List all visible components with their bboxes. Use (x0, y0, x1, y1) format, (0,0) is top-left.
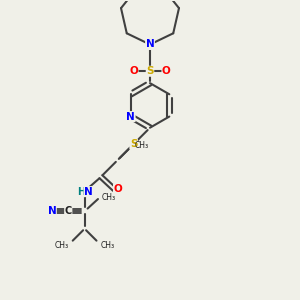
Text: CH₃: CH₃ (54, 241, 68, 250)
Text: CH₃: CH₃ (101, 241, 115, 250)
Text: S: S (146, 66, 154, 76)
Text: S: S (130, 139, 137, 149)
Text: N: N (126, 112, 135, 122)
Text: N: N (47, 206, 56, 216)
Text: O: O (113, 184, 122, 194)
Text: CH₃: CH₃ (102, 193, 116, 202)
Text: N: N (146, 40, 154, 50)
Text: O: O (162, 66, 171, 76)
Text: CH₃: CH₃ (134, 141, 148, 150)
Text: O: O (129, 66, 138, 76)
Text: N: N (84, 187, 93, 196)
Text: H: H (77, 187, 85, 196)
Text: C: C (64, 206, 72, 216)
